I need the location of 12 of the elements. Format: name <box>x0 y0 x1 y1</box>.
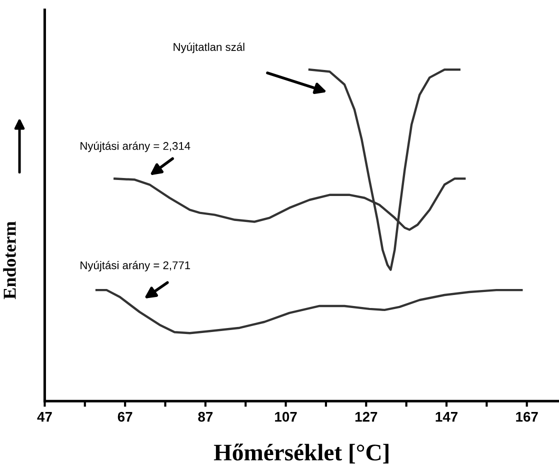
text: Nyújtatlan szál <box>174 42 244 54</box>
x-tick-label: 107 <box>275 412 297 422</box>
annotation: Nyújtási arány = 2,771 <box>80 260 190 272</box>
x-tick-label: 67 <box>118 412 132 422</box>
y-axis-title: Endoterm <box>3 221 16 300</box>
x-axis-title: Hőmérséklet [°C] <box>214 444 388 464</box>
x-tick-label: 87 <box>198 412 213 422</box>
x-tick-label: 127 <box>355 412 378 422</box>
annotation: Nyújtási arány = 2,314 <box>80 142 190 152</box>
x-tick-label: 47 <box>37 412 52 422</box>
x-tick-label: 147 <box>436 412 458 422</box>
x-tick-label: 167 <box>516 412 538 422</box>
